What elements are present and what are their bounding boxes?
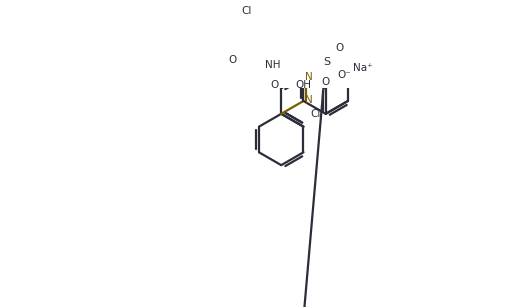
Text: Cl: Cl <box>310 109 321 119</box>
Text: Cl: Cl <box>242 6 252 16</box>
Text: N: N <box>305 95 313 105</box>
Text: N: N <box>305 72 313 82</box>
Text: OH: OH <box>295 80 311 90</box>
Text: O: O <box>336 43 344 53</box>
Text: O: O <box>229 55 237 65</box>
Text: Na⁺: Na⁺ <box>353 63 373 73</box>
Text: O: O <box>270 80 278 90</box>
Text: O⁻: O⁻ <box>337 70 351 80</box>
Text: NH: NH <box>265 60 280 70</box>
Text: O: O <box>322 77 330 87</box>
Text: S: S <box>324 57 331 68</box>
